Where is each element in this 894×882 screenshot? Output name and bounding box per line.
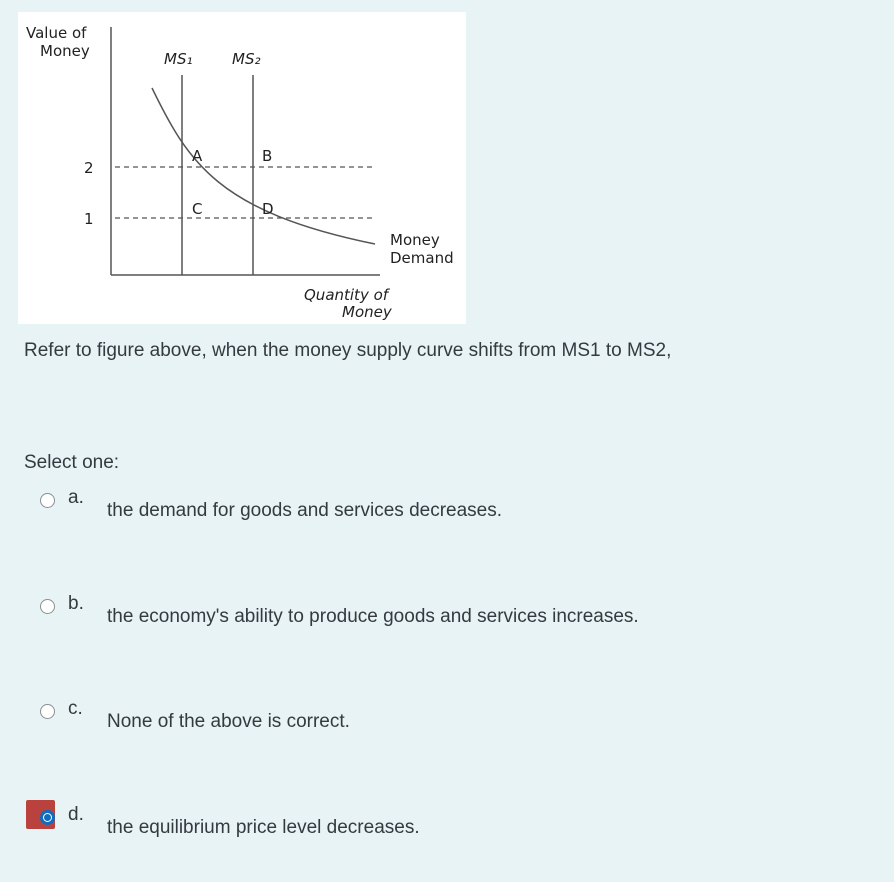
- question: Refer to figure above, when the money su…: [24, 340, 672, 361]
- radio-button[interactable]: [40, 493, 55, 508]
- y-axis-label: Money: [40, 42, 90, 60]
- radio-button[interactable]: [40, 599, 55, 614]
- option-letter: d.: [68, 804, 84, 825]
- option-text[interactable]: the equilibrium price level decreases.: [107, 817, 420, 838]
- option[interactable]: c. None of the above is correct.: [36, 698, 876, 738]
- option-letter: c.: [68, 698, 83, 719]
- point-label: C: [192, 200, 202, 218]
- level-label: 2: [84, 159, 94, 177]
- x-axis-label: Quantity of: [304, 286, 391, 304]
- demand-curve: [151, 87, 376, 245]
- demand-label: Money: [390, 231, 440, 249]
- option-letter: a.: [68, 487, 84, 508]
- radio-button[interactable]: [40, 704, 55, 719]
- supply-label: MS₂: [232, 50, 260, 68]
- option[interactable]: a. the demand for goods and services decr…: [36, 487, 876, 527]
- level-label: 1: [84, 210, 94, 228]
- supply-label: MS₁: [164, 50, 192, 68]
- option-letter: b.: [68, 593, 84, 614]
- option-text[interactable]: None of the above is correct.: [107, 711, 350, 732]
- radio-button[interactable]: [40, 810, 55, 825]
- figure-bg: [18, 12, 466, 324]
- axes: [110, 27, 380, 276]
- dashed-lines: [115, 166, 375, 219]
- prompt: Select one:: [24, 452, 120, 473]
- option[interactable]: b. the economy's ability to produce goods…: [36, 593, 876, 633]
- option-text[interactable]: the demand for goods and services decrea…: [107, 500, 503, 521]
- x-axis-label: Money: [342, 303, 393, 321]
- option[interactable]: d. the equilibrium price level decreases.: [26, 800, 876, 844]
- y-axis-label: Value of: [26, 24, 87, 42]
- point-label: B: [262, 147, 272, 165]
- demand-label: Demand: [390, 249, 454, 267]
- point-label: A: [192, 147, 203, 165]
- figure: Value of Money MS₁ MS₂ 2 1 A B C D Money…: [18, 12, 466, 324]
- option-text[interactable]: the economy's ability to produce goods a…: [107, 606, 639, 627]
- point-label: D: [262, 200, 274, 218]
